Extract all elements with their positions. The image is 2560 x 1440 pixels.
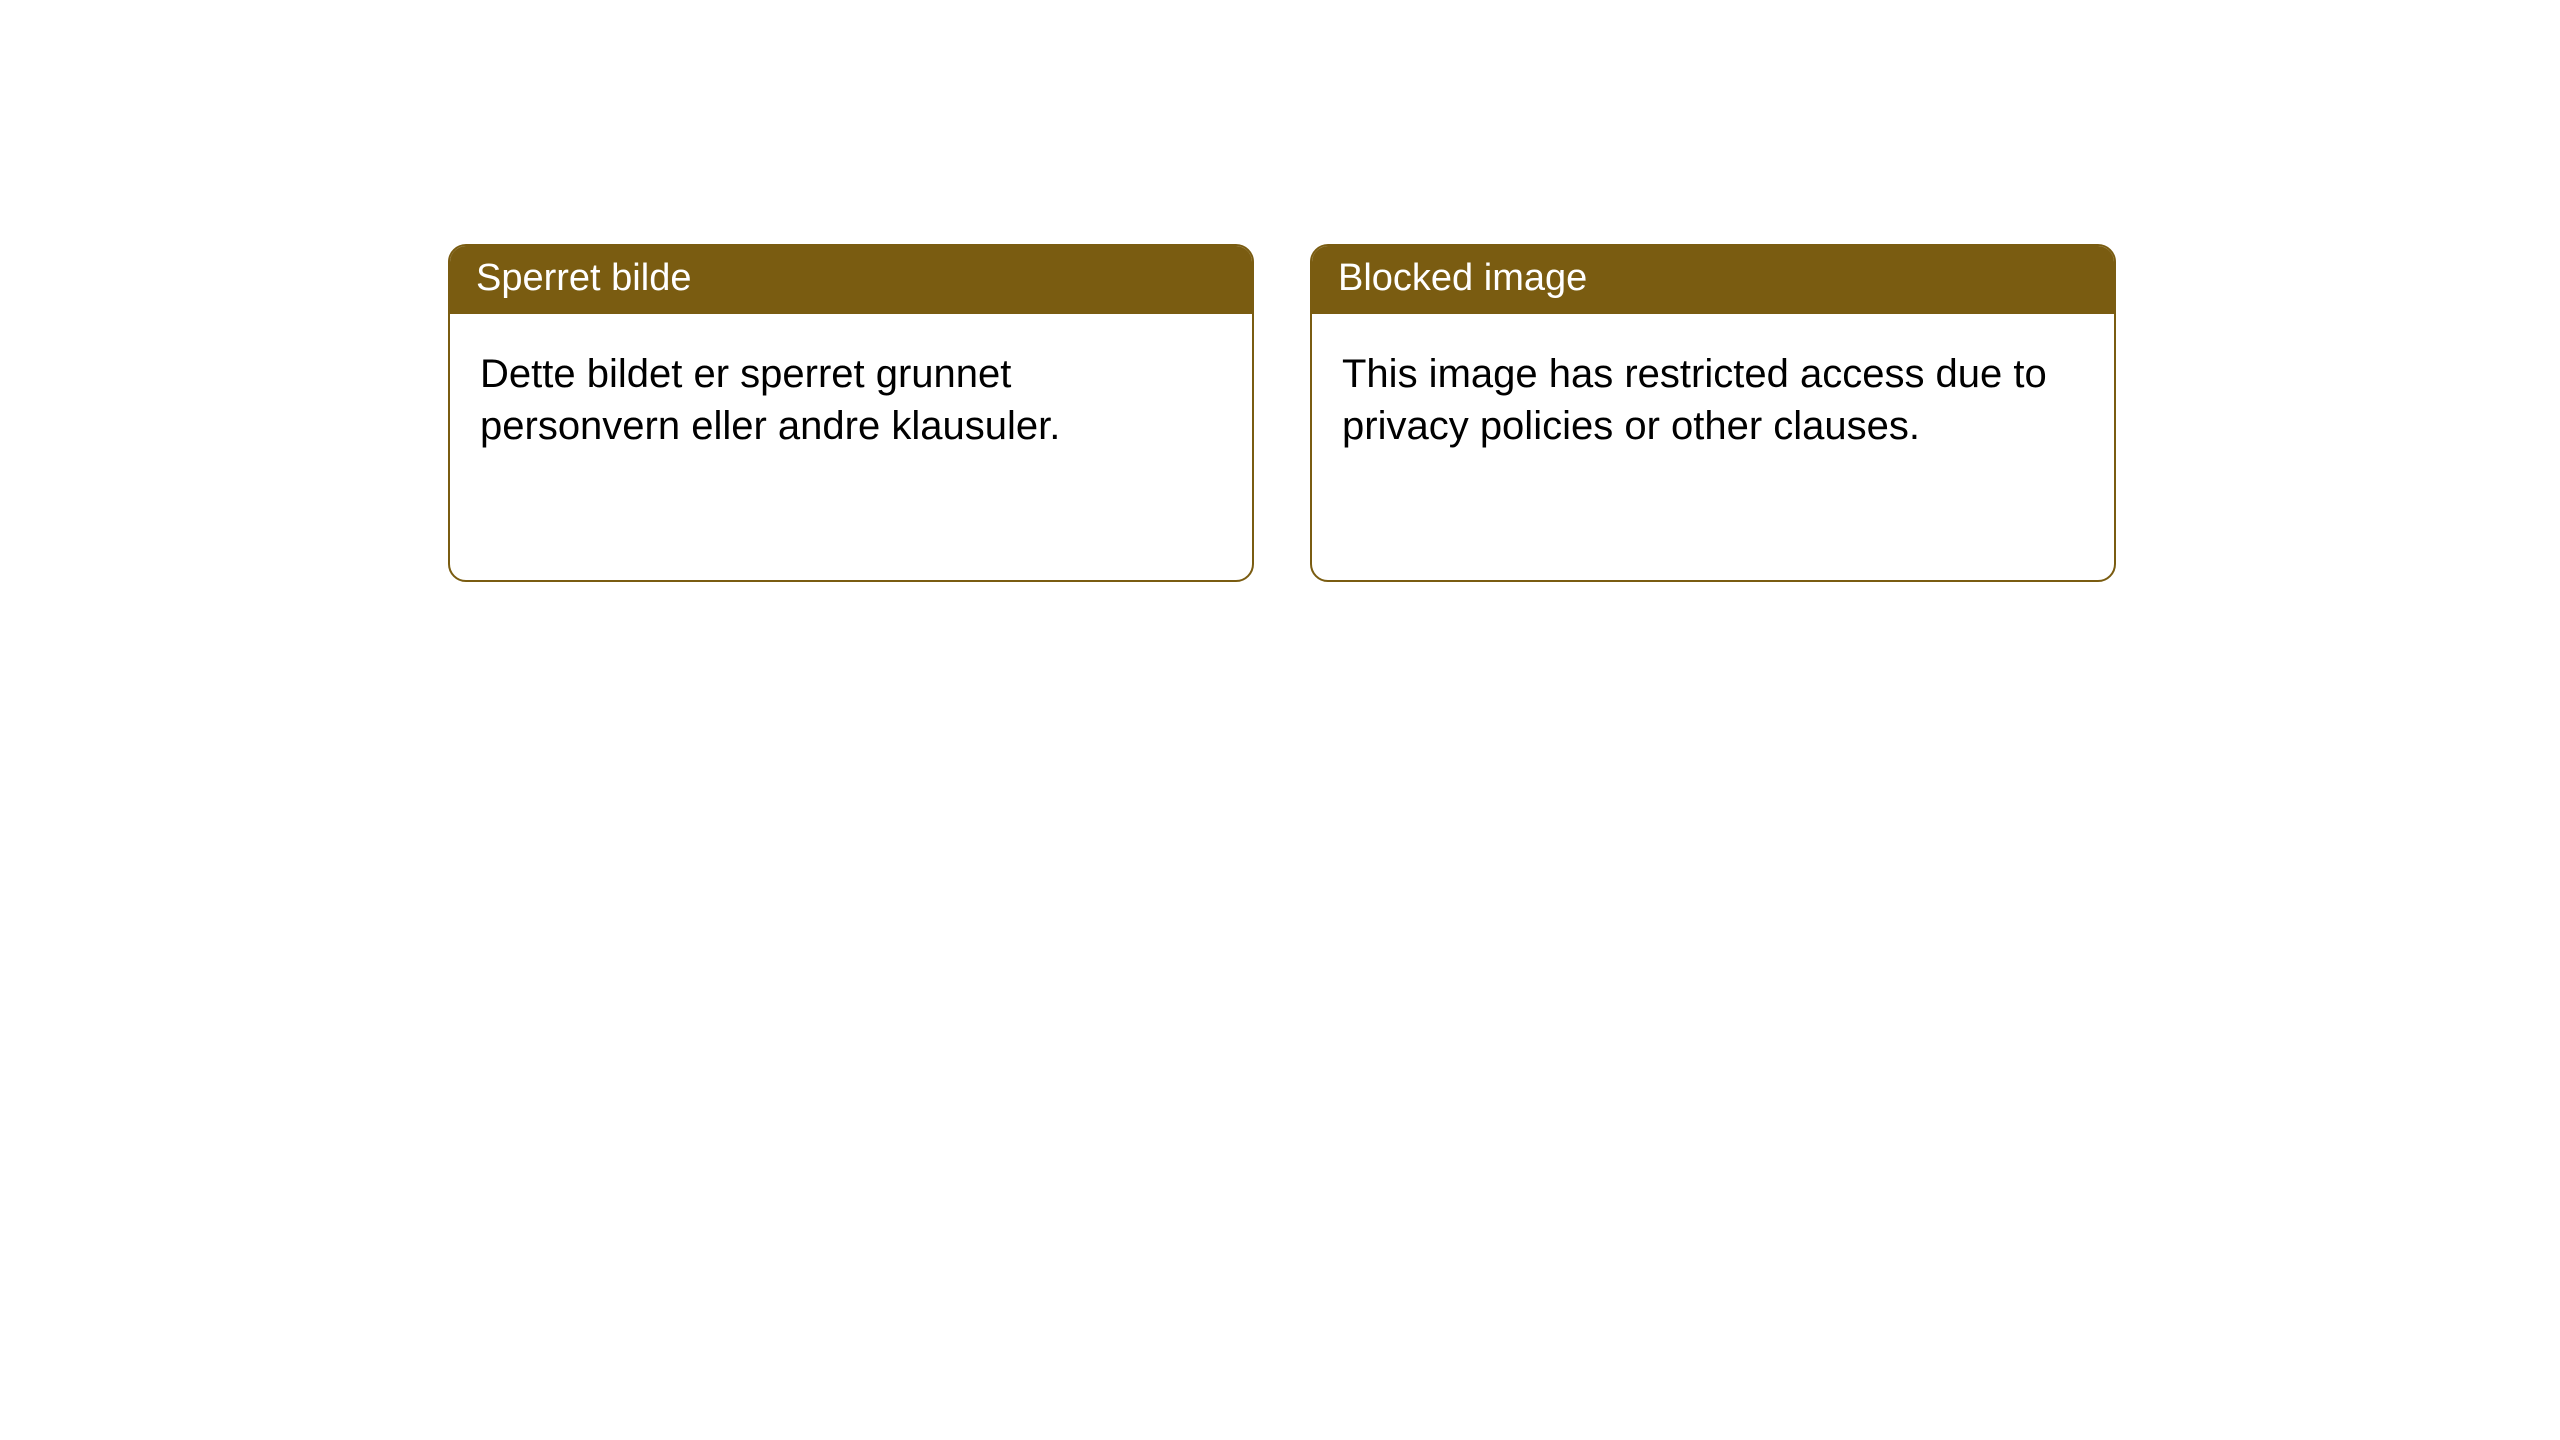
notice-body-en: This image has restricted access due to … bbox=[1312, 314, 2114, 484]
notice-body-no: Dette bildet er sperret grunnet personve… bbox=[450, 314, 1252, 484]
notice-card-no: Sperret bilde Dette bildet er sperret gr… bbox=[448, 244, 1254, 582]
notice-container: Sperret bilde Dette bildet er sperret gr… bbox=[0, 0, 2560, 582]
notice-card-en: Blocked image This image has restricted … bbox=[1310, 244, 2116, 582]
notice-title-en: Blocked image bbox=[1312, 246, 2114, 314]
notice-title-no: Sperret bilde bbox=[450, 246, 1252, 314]
